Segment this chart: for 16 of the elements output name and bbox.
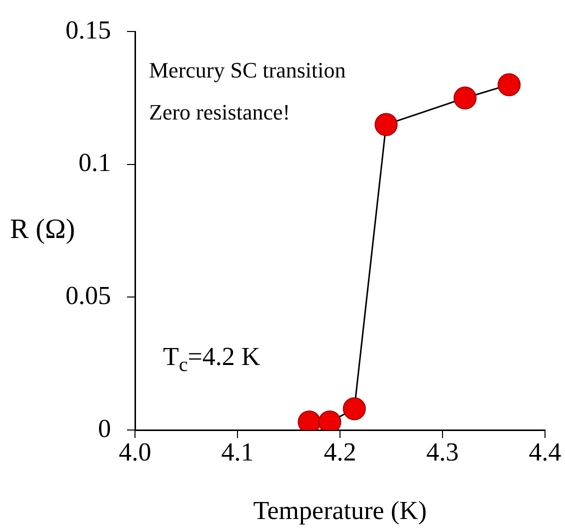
x-tick-label: 4.4 [528, 437, 562, 466]
x-tick-label: 4.2 [324, 437, 356, 466]
point [454, 86, 477, 110]
x-tick-label: 4.3 [426, 437, 459, 466]
point [374, 113, 398, 136]
y-tick-label: 0.05 [66, 281, 111, 310]
x-tick-label: 4.1 [221, 437, 254, 466]
annotation: Zero resistance! [149, 99, 290, 124]
x-axis-title: Temperature (K) [253, 496, 427, 526]
point [498, 73, 521, 96]
y-axis-title: R (Ω) [10, 214, 76, 246]
y-tick-label: 0.1 [78, 148, 111, 178]
x-tick-label: 4.0 [118, 437, 152, 466]
y-tick-label: 0 [98, 414, 111, 443]
y-tick-label: 0.15 [66, 15, 111, 44]
annotation: Mercury SC transition [149, 57, 346, 82]
